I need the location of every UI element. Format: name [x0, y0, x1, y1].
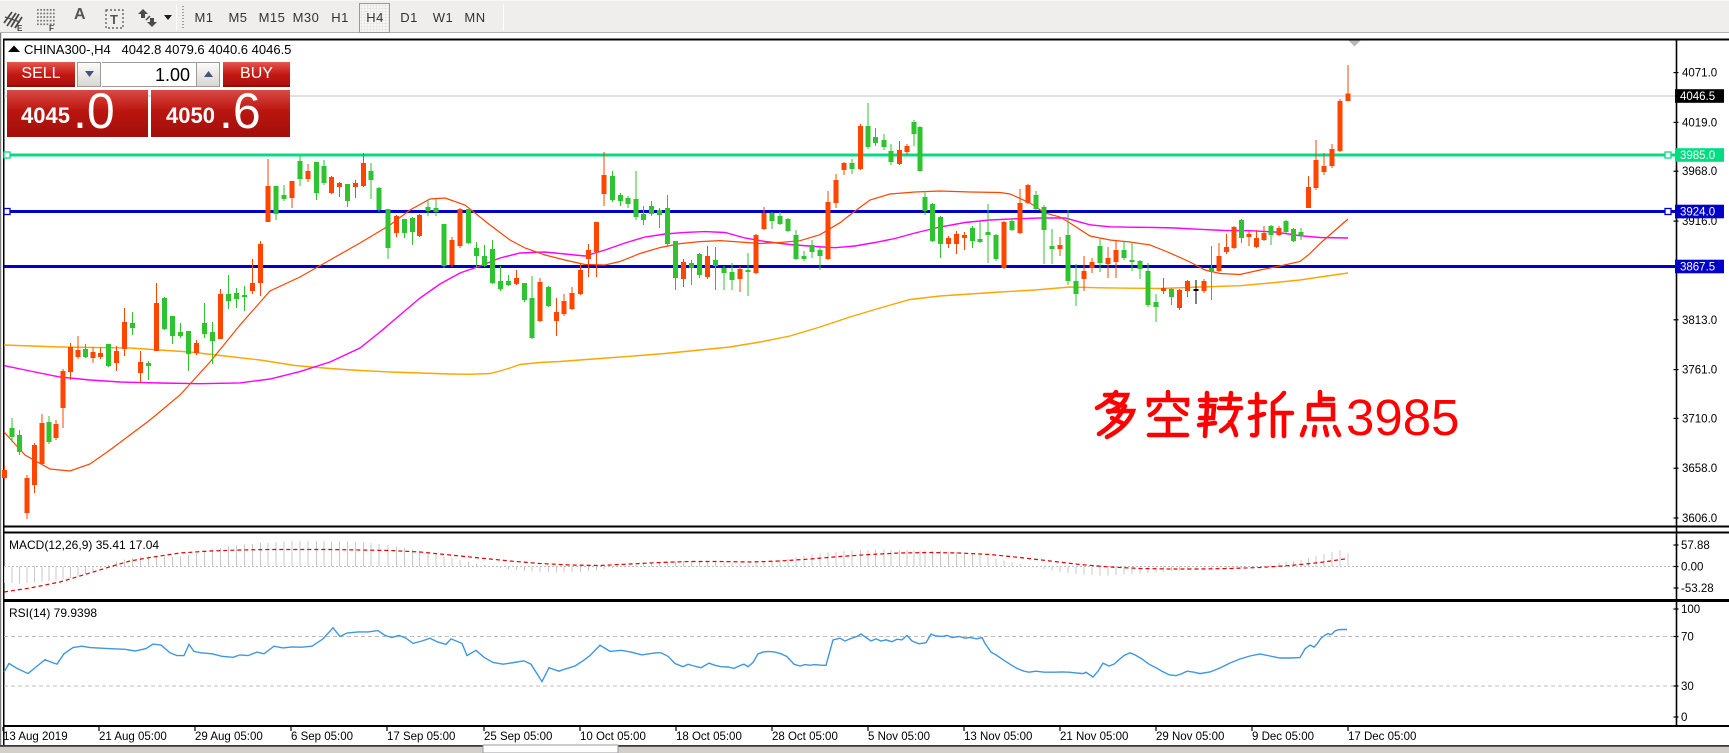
- svg-text:MACD(12,26,9) 35.41 17.04: MACD(12,26,9) 35.41 17.04: [9, 538, 159, 552]
- svg-text:4046.5: 4046.5: [1680, 91, 1715, 103]
- svg-text:CHINA300-,H4 4042.8 4079.6 4: CHINA300-,H4 4042.8 4079.6 4040.6 4046.5: [24, 42, 291, 57]
- svg-text:E: E: [17, 24, 23, 32]
- svg-text:4071.0: 4071.0: [1682, 68, 1717, 80]
- svg-text:30: 30: [1681, 681, 1694, 693]
- svg-text:70: 70: [1681, 632, 1694, 644]
- svg-text:3813.0: 3813.0: [1682, 315, 1717, 327]
- svg-text:3985: 3985: [1346, 389, 1459, 446]
- svg-text:29 Nov 05:00: 29 Nov 05:00: [1156, 731, 1224, 743]
- svg-text:3761.0: 3761.0: [1682, 365, 1717, 377]
- svg-text:T: T: [110, 12, 118, 27]
- svg-text:3985.0: 3985.0: [1680, 150, 1715, 162]
- svg-text:4019.0: 4019.0: [1682, 117, 1717, 129]
- svg-text:F: F: [49, 24, 54, 32]
- svg-text:17 Sep 05:00: 17 Sep 05:00: [387, 731, 455, 743]
- svg-text:5 Nov 05:00: 5 Nov 05:00: [868, 731, 930, 743]
- svg-text:57.88: 57.88: [1681, 540, 1710, 552]
- svg-text:-53.28: -53.28: [1681, 583, 1714, 595]
- svg-text:100: 100: [1681, 604, 1700, 616]
- svg-text:10 Oct 05:00: 10 Oct 05:00: [580, 731, 646, 743]
- svg-text:13 Nov 05:00: 13 Nov 05:00: [964, 731, 1032, 743]
- svg-text:29 Aug 05:00: 29 Aug 05:00: [195, 731, 263, 743]
- svg-text:0: 0: [1681, 712, 1687, 724]
- svg-text:21 Nov 05:00: 21 Nov 05:00: [1060, 731, 1128, 743]
- svg-text:3710.0: 3710.0: [1682, 413, 1717, 425]
- svg-text:6 Sep 05:00: 6 Sep 05:00: [291, 731, 353, 743]
- svg-text:3924.0: 3924.0: [1680, 207, 1715, 219]
- svg-text:18 Oct 05:00: 18 Oct 05:00: [676, 731, 742, 743]
- svg-text:0.00: 0.00: [1681, 562, 1703, 574]
- svg-text:28 Oct 05:00: 28 Oct 05:00: [772, 731, 838, 743]
- svg-text:3606.0: 3606.0: [1682, 513, 1717, 525]
- svg-text:3658.0: 3658.0: [1682, 463, 1717, 475]
- svg-text:3867.5: 3867.5: [1680, 262, 1715, 274]
- svg-text:21 Aug 05:00: 21 Aug 05:00: [99, 731, 167, 743]
- svg-text:9 Dec 05:00: 9 Dec 05:00: [1252, 731, 1314, 743]
- svg-text:RSI(14) 79.9398: RSI(14) 79.9398: [9, 606, 97, 620]
- svg-text:3968.0: 3968.0: [1682, 166, 1717, 178]
- svg-text:17 Dec 05:00: 17 Dec 05:00: [1348, 731, 1416, 743]
- svg-text:13 Aug 2019: 13 Aug 2019: [3, 731, 68, 743]
- svg-text:25 Sep 05:00: 25 Sep 05:00: [484, 731, 552, 743]
- svg-text:3916.0: 3916.0: [1682, 216, 1717, 228]
